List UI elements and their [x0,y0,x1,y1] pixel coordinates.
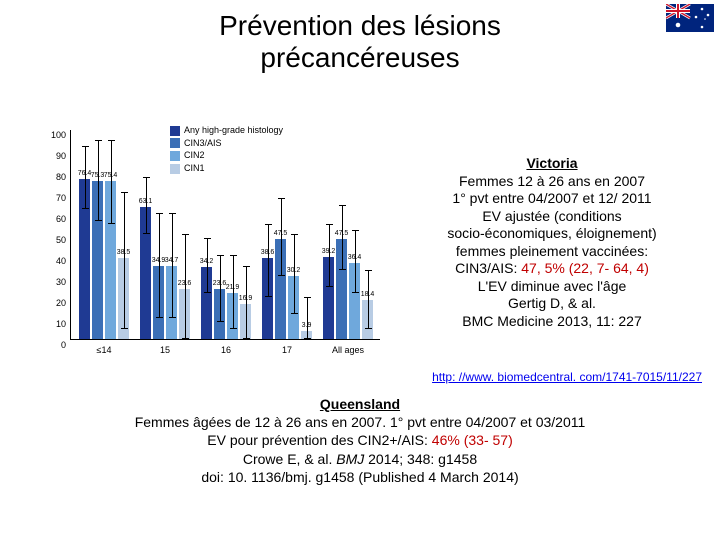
queensland-text-block: Queensland Femmes âgées de 12 à 26 ans e… [0,395,720,486]
error-bar [329,224,330,287]
error-bar [342,205,343,270]
queensland-line: doi: 10. 1136/bmj. g1458 (Published 4 Ma… [201,469,518,485]
legend-item: CIN1 [170,163,283,174]
error-bar [111,140,112,224]
error-bar [98,140,99,222]
victoria-heading: Victoria [526,155,577,171]
error-bar [294,234,295,314]
legend-label: Any high-grade histology [184,125,283,135]
error-bar [246,266,247,340]
error-bar [355,230,356,293]
queensland-ev-value: 46% (33- 57) [432,432,513,448]
victoria-line: Gertig D, & al. [508,295,596,311]
efficacy-chart: 0102030405060708090100 ≤1476.475.375.438… [40,130,380,360]
error-bar [368,270,369,329]
error-bar [268,224,269,298]
chart-legend: Any high-grade histology CIN3/AIS CIN2 CIN1 [170,125,283,176]
queensland-line: 2014; 348: g1458 [364,451,477,467]
victoria-line: BMC Medicine 2013, 11: 227 [462,313,642,329]
error-bar [220,255,221,322]
legend-label: CIN3/AIS [184,138,222,148]
title-line1: Prévention des lésions [219,10,501,41]
legend-swatch [170,138,180,148]
victoria-ev-value: 47, 5% (22, 7- 64, 4) [521,260,649,276]
victoria-line: 1° pvt entre 04/2007 et 12/ 2011 [452,190,651,206]
legend-label: CIN1 [184,163,205,173]
legend-item: CIN2 [170,150,283,161]
error-bar [233,255,234,329]
x-tick-label: 17 [282,345,292,355]
victoria-line: CIN3/AIS: [455,260,521,276]
legend-swatch [170,126,180,136]
victoria-line: L'EV diminue avec l'âge [478,278,627,294]
legend-item: CIN3/AIS [170,138,283,149]
legend-swatch [170,164,180,174]
error-bar [146,177,147,234]
queensland-line: Crowe E, & al. [243,451,336,467]
victoria-line: femmes pleinement vaccinées: [456,243,648,259]
queensland-line: CIN2+/AIS: [357,432,431,448]
legend-label: CIN2 [184,150,205,160]
slide-title: Prévention des lésions précancéreuses [0,10,720,74]
error-bar [185,234,186,339]
queensland-journal: BMJ [336,451,364,467]
victoria-line: Femmes 12 à 26 ans en 2007 [459,173,645,189]
queensland-heading: Queensland [320,396,400,412]
victoria-line: socio-économiques, éloignement) [447,225,656,241]
error-bar [207,238,208,293]
x-tick-label: ≤14 [97,345,112,355]
legend-swatch [170,151,180,161]
error-bar [85,146,86,209]
victoria-text-block: Victoria Femmes 12 à 26 ans en 2007 1° p… [402,155,702,330]
error-bar [159,213,160,318]
error-bar [281,198,282,276]
queensland-line: EV pour prévention des [207,432,357,448]
queensland-line: Femmes âgées de 12 à 26 ans en 2007. 1° … [135,414,586,430]
title-line2: précancéreuses [260,42,459,73]
error-bar [307,297,308,339]
error-bar [124,192,125,329]
x-tick-label: 16 [221,345,231,355]
x-tick-label: All ages [332,345,364,355]
x-tick-label: 15 [160,345,170,355]
legend-item: Any high-grade histology [170,125,283,136]
chart-y-axis: 0102030405060708090100 [40,130,68,340]
source-link[interactable]: http: //www. biomedcentral. com/1741-701… [432,370,702,384]
victoria-line: EV ajustée (conditions [482,208,621,224]
error-bar [172,213,173,318]
